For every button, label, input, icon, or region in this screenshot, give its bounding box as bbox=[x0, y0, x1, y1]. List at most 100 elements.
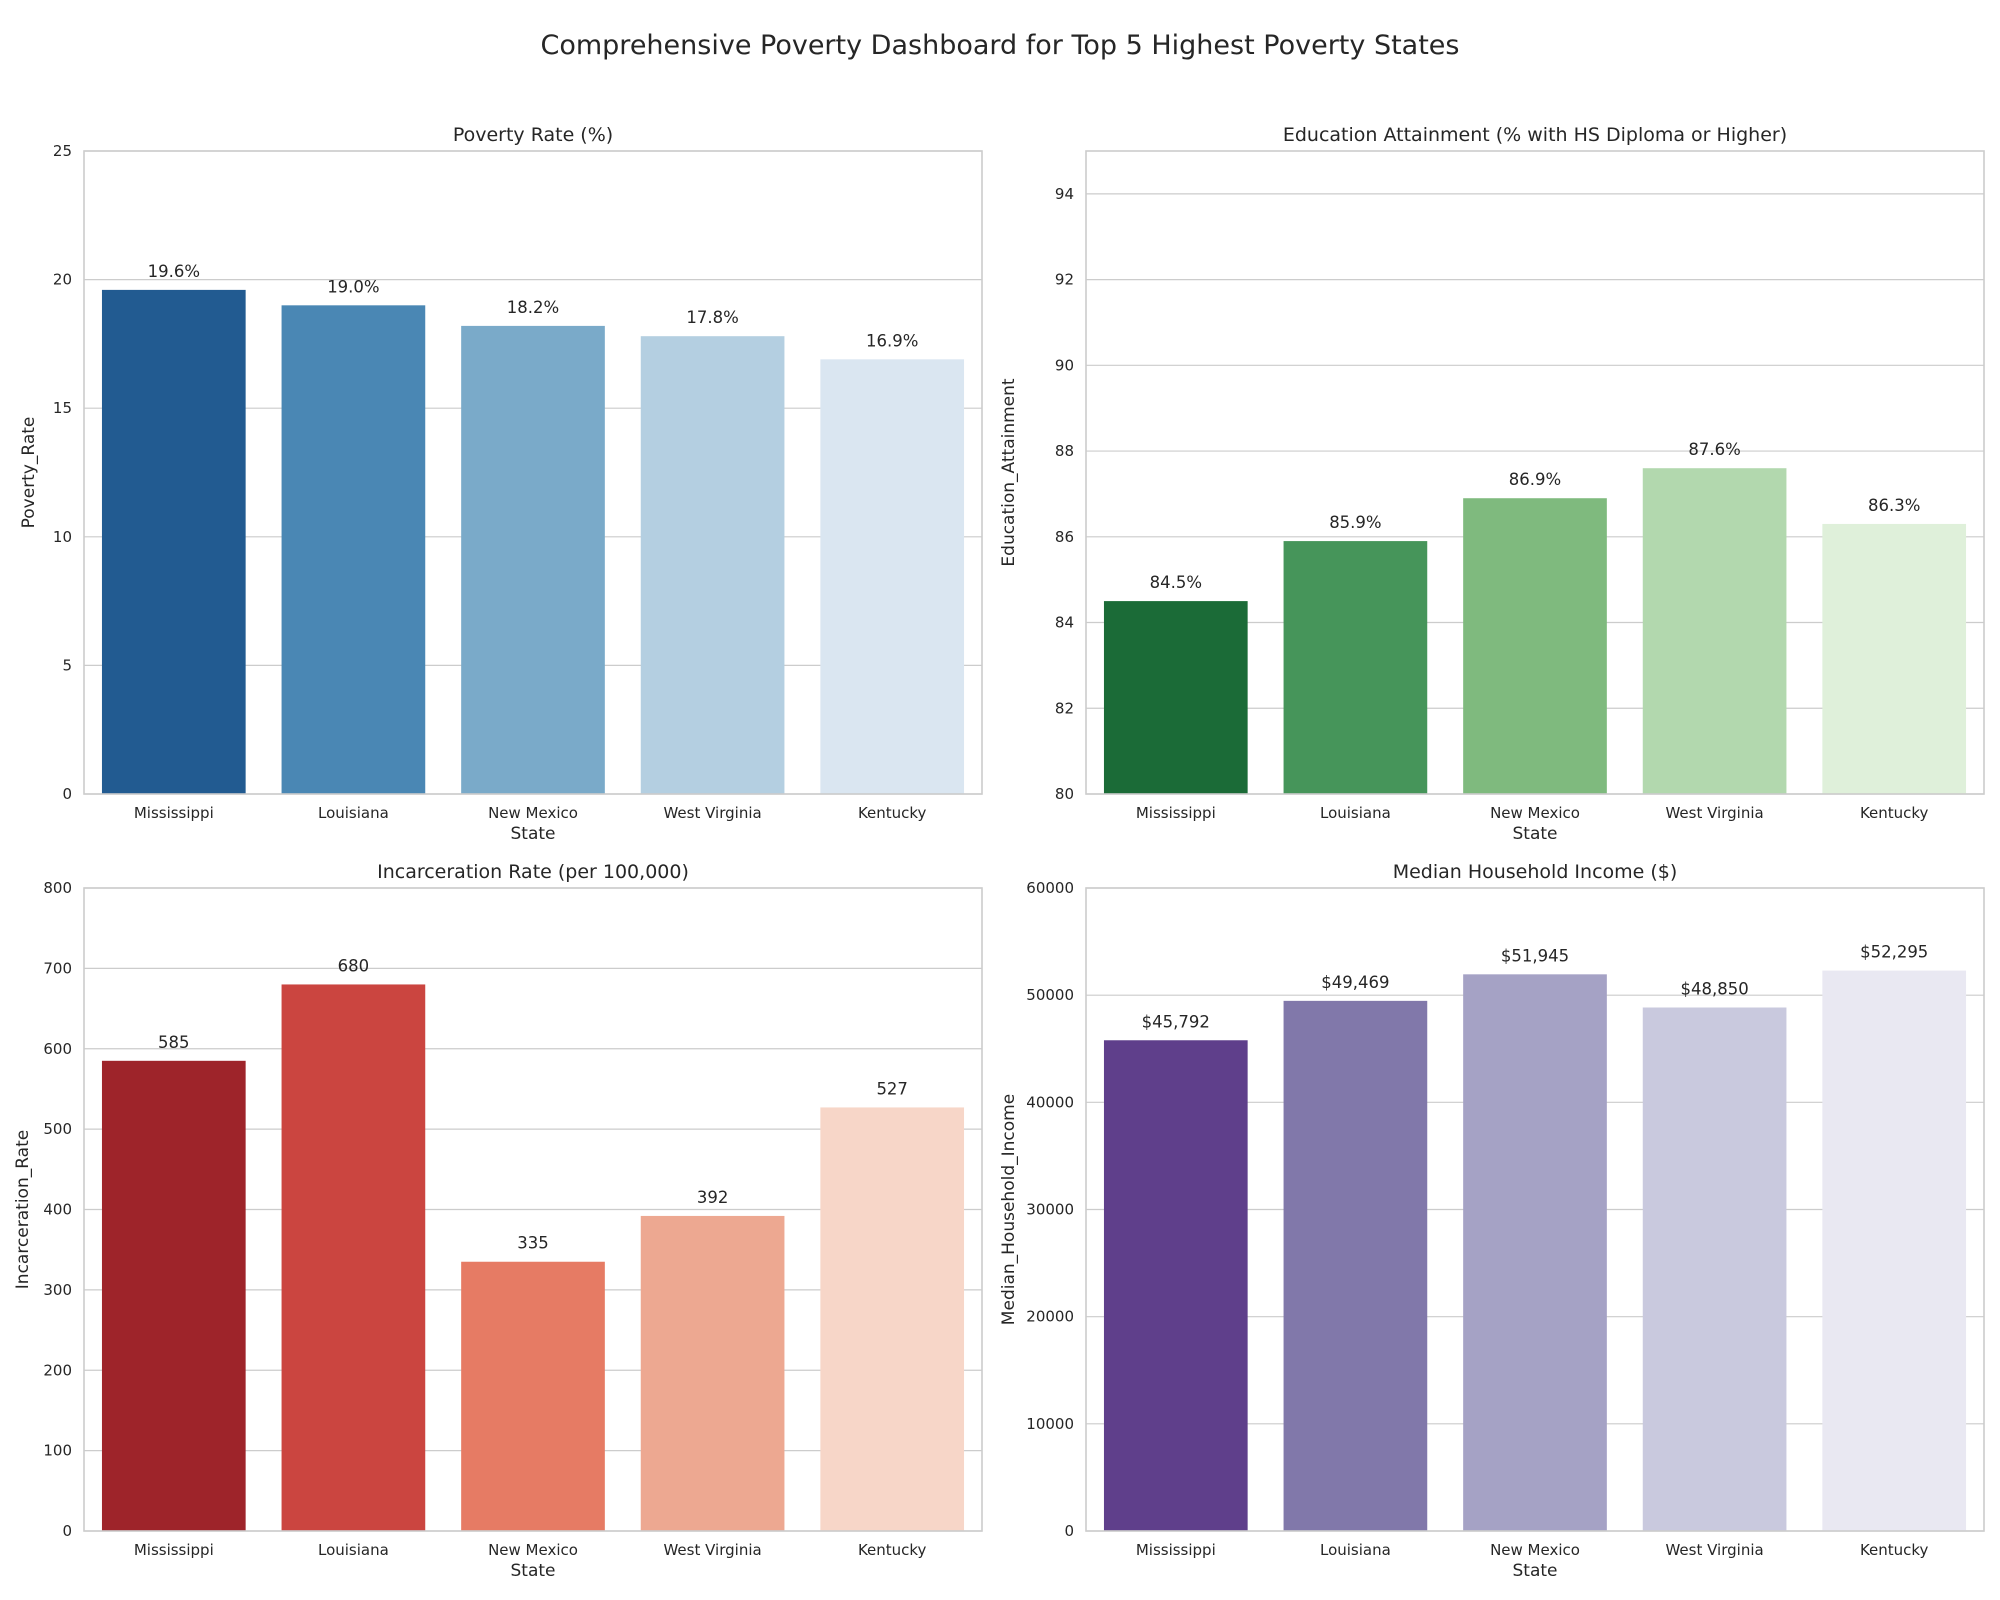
y-axis-label: Median_Household_Income bbox=[999, 1094, 1019, 1325]
y-tick-label: 0 bbox=[62, 1522, 72, 1540]
y-tick-label: 500 bbox=[43, 1120, 72, 1138]
y-tick-label: 0 bbox=[1064, 1522, 1074, 1540]
x-axis-label: State bbox=[1513, 824, 1558, 844]
y-tick-label: 15 bbox=[53, 399, 72, 417]
y-tick-label: 600 bbox=[43, 1040, 72, 1058]
x-tick-label: West Virginia bbox=[663, 1541, 761, 1559]
y-tick-label: 0 bbox=[62, 785, 72, 803]
x-tick-label: New Mexico bbox=[488, 1541, 578, 1559]
x-tick-label: Louisiana bbox=[1320, 1541, 1391, 1559]
x-tick-label: West Virginia bbox=[663, 804, 761, 822]
bar-value-label: $49,469 bbox=[1321, 973, 1389, 992]
x-tick-label: Kentucky bbox=[858, 804, 927, 822]
chart-panel-3: 0 100 200 300 400 500 600 700 800 585 Mississippi 6… bbox=[13, 861, 983, 1581]
y-tick-label: 94 bbox=[1055, 185, 1074, 203]
y-tick-label: 100 bbox=[43, 1442, 72, 1460]
x-tick-label: Kentucky bbox=[1860, 1541, 1929, 1559]
x-tick-label: Louisiana bbox=[318, 804, 389, 822]
bar-west-virginia bbox=[640, 336, 785, 794]
y-tick-label: 90 bbox=[1055, 356, 1074, 374]
x-axis-label: State bbox=[511, 1561, 556, 1581]
x-tick-label: Louisiana bbox=[318, 1541, 389, 1559]
y-tick-label: 700 bbox=[43, 959, 72, 977]
axes-frame bbox=[1085, 150, 1985, 795]
x-tick-label: Mississippi bbox=[134, 1541, 214, 1559]
dashboard-title: Comprehensive Poverty Dashboard for Top … bbox=[541, 30, 1460, 61]
bar-value-label: $45,792 bbox=[1142, 1012, 1210, 1031]
bar-value-label: $48,850 bbox=[1680, 979, 1748, 998]
bar-value-label: 335 bbox=[517, 1234, 549, 1253]
x-tick-label: Mississippi bbox=[134, 804, 214, 822]
x-tick-label: New Mexico bbox=[1490, 804, 1580, 822]
axes-frame bbox=[1085, 887, 1985, 1532]
y-axis-label: Education_Attainment bbox=[999, 378, 1019, 567]
bar-new-mexico bbox=[461, 325, 605, 794]
bar-louisiana bbox=[1283, 541, 1428, 794]
y-tick-label: 80 bbox=[1055, 785, 1074, 803]
panel-title: Incarceration Rate (per 100,000) bbox=[377, 861, 689, 883]
bar-mississippi bbox=[1103, 1040, 1248, 1531]
y-tick-label: 50000 bbox=[1026, 986, 1074, 1004]
bar-kentucky bbox=[1822, 523, 1967, 794]
bar-value-label: $52,295 bbox=[1860, 943, 1928, 962]
bar-value-label: 86.9% bbox=[1509, 470, 1561, 489]
bar-value-label: 17.8% bbox=[686, 308, 738, 327]
bar-mississippi bbox=[1103, 601, 1248, 794]
y-tick-label: 92 bbox=[1055, 271, 1074, 289]
bar-value-label: 19.6% bbox=[148, 262, 200, 281]
panel-title: Median Household Income ($) bbox=[1393, 861, 1678, 883]
x-tick-label: New Mexico bbox=[1490, 1541, 1580, 1559]
x-tick-label: Louisiana bbox=[1320, 804, 1391, 822]
bar-kentucky bbox=[820, 1107, 965, 1531]
bar-value-label: 86.3% bbox=[1868, 496, 1920, 515]
bar-value-label: 527 bbox=[876, 1079, 908, 1098]
bar-west-virginia bbox=[1642, 468, 1787, 794]
y-axis-label: Poverty_Rate bbox=[19, 417, 39, 529]
bar-value-label: $51,945 bbox=[1501, 946, 1569, 965]
panel-title: Poverty Rate (%) bbox=[453, 124, 613, 146]
x-tick-label: West Virginia bbox=[1665, 804, 1763, 822]
bar-value-label: 16.9% bbox=[866, 331, 918, 350]
x-tick-label: Mississippi bbox=[1136, 1541, 1216, 1559]
y-tick-label: 20000 bbox=[1026, 1308, 1074, 1326]
bar-mississippi bbox=[101, 1060, 246, 1531]
y-tick-label: 400 bbox=[43, 1201, 72, 1219]
bar-mississippi bbox=[101, 289, 246, 794]
bar-louisiana bbox=[281, 984, 426, 1531]
y-tick-label: 5 bbox=[62, 656, 72, 674]
bar-value-label: 680 bbox=[338, 956, 370, 975]
y-tick-label: 86 bbox=[1055, 528, 1074, 546]
y-tick-label: 300 bbox=[43, 1281, 72, 1299]
x-tick-label: New Mexico bbox=[488, 804, 578, 822]
bar-west-virginia bbox=[1642, 1007, 1787, 1531]
bar-value-label: 19.0% bbox=[327, 277, 379, 296]
y-tick-label: 60000 bbox=[1026, 879, 1074, 897]
x-axis-label: State bbox=[511, 824, 556, 844]
axes-frame bbox=[83, 887, 983, 1532]
bar-value-label: 585 bbox=[158, 1033, 190, 1052]
axes-frame bbox=[83, 150, 983, 795]
chart-panel-4: 0 10000 20000 30000 40000 50000 60000 $45,792 Mi… bbox=[999, 861, 1985, 1581]
y-tick-label: 10000 bbox=[1026, 1415, 1074, 1433]
x-tick-label: Kentucky bbox=[858, 1541, 927, 1559]
x-axis-label: State bbox=[1513, 1561, 1558, 1581]
bar-value-label: 85.9% bbox=[1329, 513, 1381, 532]
y-tick-label: 800 bbox=[43, 879, 72, 897]
y-tick-label: 30000 bbox=[1026, 1201, 1074, 1219]
bar-value-label: 87.6% bbox=[1688, 440, 1740, 459]
chart-panel-1: 0 5 10 15 20 25 19.6% Mississippi 19.0% Louisiana… bbox=[19, 124, 983, 844]
panel-title: Education Attainment (% with HS Diploma … bbox=[1283, 124, 1787, 146]
y-tick-label: 40000 bbox=[1026, 1093, 1074, 1111]
bar-value-label: 392 bbox=[697, 1188, 729, 1207]
bar-kentucky bbox=[820, 359, 965, 794]
bar-west-virginia bbox=[640, 1215, 785, 1531]
y-tick-label: 84 bbox=[1055, 614, 1074, 632]
bar-new-mexico bbox=[1463, 498, 1607, 794]
bar-value-label: 18.2% bbox=[507, 298, 559, 317]
bar-new-mexico bbox=[461, 1261, 605, 1531]
y-tick-label: 88 bbox=[1055, 442, 1074, 460]
bar-value-label: 84.5% bbox=[1150, 573, 1202, 592]
bar-louisiana bbox=[281, 305, 426, 794]
y-tick-label: 20 bbox=[53, 271, 72, 289]
